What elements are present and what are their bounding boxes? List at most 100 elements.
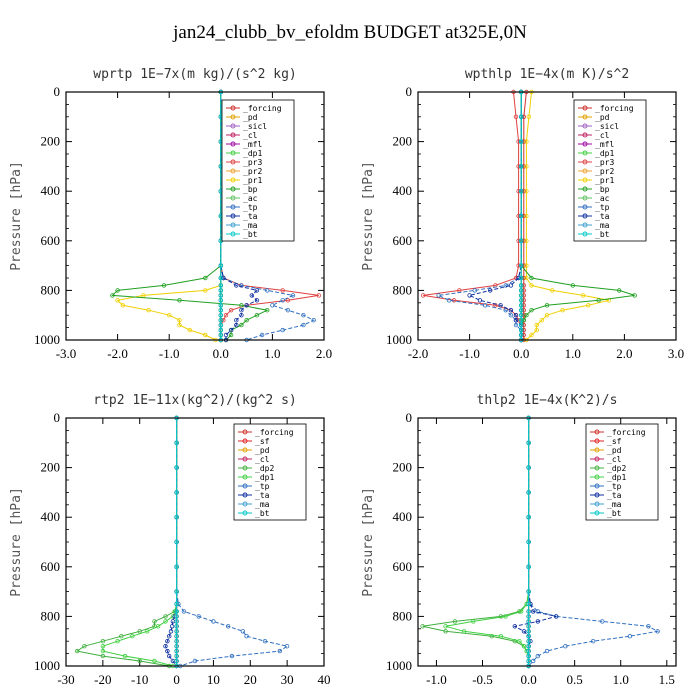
data-point-dp1 [471, 619, 476, 624]
data-point-pr3 [421, 293, 426, 298]
data-point-pr1 [544, 313, 550, 318]
data-point-bt [526, 653, 531, 659]
data-point-bt [174, 639, 179, 644]
data-point-forcing [521, 238, 526, 243]
data-point-pr1 [203, 332, 208, 338]
data-point-bt [174, 629, 179, 634]
panel-4: thlp2 1E−4x(K^2)/s Pressure [hPa] 0 200 400 6… [361, 393, 677, 687]
x-tick-label: -2.0 [408, 346, 429, 361]
y-tick-label: 200 [393, 460, 413, 475]
data-point-bt [519, 238, 524, 243]
series-line-dp2 [75, 418, 178, 667]
data-point-bp [570, 283, 575, 288]
x-tick-label: 1.0 [565, 346, 581, 361]
y-tick-label: 400 [41, 509, 61, 524]
data-point-ta [165, 639, 170, 644]
data-point-ta [554, 614, 559, 619]
data-point-pr1 [524, 263, 529, 268]
data-point-bt [526, 639, 531, 644]
data-point-bp [239, 303, 244, 308]
data-point-tp [280, 327, 285, 333]
data-point-tp [563, 644, 568, 649]
legend-marker [242, 447, 248, 453]
data-point-bt [218, 303, 223, 308]
x-tick-label: -2.0 [107, 346, 128, 361]
data-point-bt [218, 263, 223, 268]
data-point-bp [265, 308, 270, 313]
legend-marker [594, 501, 600, 507]
y-tick-label: 200 [41, 134, 61, 149]
y-axis-label: Pressure [hPa] [9, 161, 24, 271]
data-point-pr1 [524, 188, 529, 194]
data-point-bp [632, 293, 637, 298]
legend-marker [582, 105, 588, 111]
data-point-dp1 [443, 624, 448, 629]
data-point-ta [513, 318, 519, 323]
data-point-bp [115, 288, 120, 293]
data-point-bt [174, 515, 179, 520]
legend: _forcing_sf_pd_cl_dp2_dp1_tp_ta_ma_bt [585, 423, 659, 521]
data-point-tp [535, 609, 540, 614]
legend-label: _ma [243, 221, 258, 230]
data-point-dp2 [119, 634, 124, 639]
data-point-dp1 [519, 609, 524, 614]
data-point-bt [519, 322, 524, 328]
x-tick-label: 10 [207, 672, 220, 687]
legend-marker [242, 465, 248, 471]
legend-marker [242, 501, 248, 507]
data-point-bt [218, 332, 223, 338]
series-group [110, 89, 321, 343]
legend-marker [230, 231, 236, 237]
x-tick-label: 0.0 [513, 346, 529, 361]
data-point-tp [436, 293, 441, 298]
series-line-ta [468, 92, 522, 340]
data-point-forcing [521, 288, 526, 293]
data-point-pr3 [516, 188, 521, 194]
panel-title: rtp2 1E−11x(kg^2)/(kg^2 s) [93, 393, 297, 408]
legend-label: _bt [607, 509, 622, 518]
data-point-tp [259, 332, 265, 338]
data-point-pr3 [516, 139, 521, 144]
data-point-ta [516, 275, 521, 281]
data-point-bt [526, 629, 531, 634]
data-point-bt [519, 332, 524, 338]
x-tick-label: 3.0 [668, 346, 684, 361]
data-point-ta [512, 624, 517, 629]
data-point-dp2 [420, 624, 425, 629]
series-line-pr1 [525, 91, 610, 341]
series-line-tp [220, 92, 315, 341]
data-point-tp [262, 639, 268, 644]
data-point-dp2 [137, 658, 142, 664]
data-point-pr3 [223, 313, 229, 318]
data-point-pr1 [115, 298, 120, 303]
data-point-tp [211, 619, 216, 624]
data-point-bt [519, 293, 524, 298]
data-point-tp [270, 303, 275, 308]
x-tick-label: -20 [94, 672, 111, 687]
data-point-pr3 [285, 298, 291, 303]
x-tick-label: 2.0 [616, 346, 632, 361]
legend-label: _pr2 [595, 167, 614, 176]
legend-box [233, 423, 307, 521]
data-point-bp [161, 283, 167, 288]
legend-marker [230, 213, 236, 219]
legend-marker [594, 483, 600, 489]
data-point-pr1 [177, 322, 182, 328]
data-point-pr1 [524, 238, 529, 243]
legend: _forcing_sf_pd_cl_dp2_dp1_tp_ta_ma_bt [233, 423, 307, 521]
x-tick-label: -30 [57, 672, 74, 687]
data-point-bp [529, 275, 534, 281]
legend-marker [582, 195, 588, 201]
data-point-bt [519, 288, 524, 293]
data-point-tp [301, 322, 306, 328]
legend-label: _ta [595, 212, 610, 221]
legend-label: _tp [595, 203, 610, 212]
data-point-bt [519, 263, 524, 268]
data-point-ta [508, 308, 514, 313]
data-point-pr1 [166, 313, 172, 318]
data-point-bt [519, 327, 524, 333]
series-group [421, 89, 637, 343]
data-point-bt [218, 318, 223, 323]
legend-label: _forcing [255, 428, 294, 437]
